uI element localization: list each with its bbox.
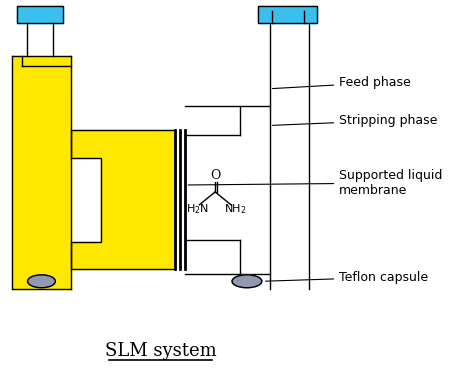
Text: Stripping phase: Stripping phase (272, 114, 438, 127)
Bar (17, 6, 63, 23)
Bar (71, 130, 101, 158)
Bar (101, 130, 175, 269)
Text: O: O (210, 169, 220, 182)
Text: Supported liquid
membrane: Supported liquid membrane (188, 169, 443, 197)
Bar (71, 242, 101, 269)
Bar (258, 6, 317, 23)
Text: SLM system: SLM system (105, 342, 217, 360)
Bar (258, 6, 317, 23)
Text: Teflon capsule: Teflon capsule (265, 271, 429, 284)
Ellipse shape (27, 275, 55, 288)
Bar (12, 56, 71, 289)
Text: NH$_2$: NH$_2$ (224, 202, 246, 216)
Text: Feed phase: Feed phase (272, 76, 411, 89)
Text: H$_2$N: H$_2$N (186, 202, 209, 216)
Bar (17, 6, 63, 23)
Ellipse shape (232, 275, 262, 288)
